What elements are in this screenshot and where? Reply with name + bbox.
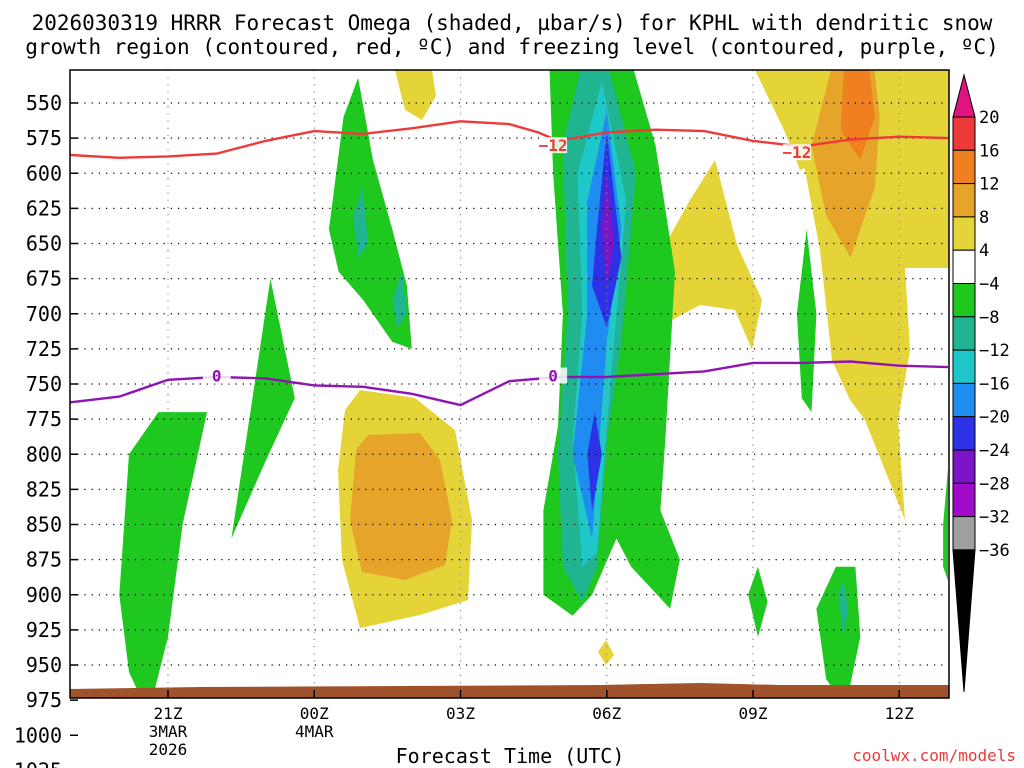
colorbar-under-triangle — [952, 549, 976, 693]
x-tick-label-12Z: 12Z — [885, 704, 914, 723]
colorbar-bin-10 — [952, 449, 976, 484]
contour-label-0-0: −12 — [539, 136, 568, 155]
colorbar-label-0: 20 — [979, 108, 999, 128]
colorbar-label-5: −4 — [979, 275, 999, 295]
omega-region-4-right-edge — [930, 70, 949, 150]
omega-region-8-low-center — [350, 433, 452, 580]
x-tick-label-09Z: 09Z — [739, 704, 768, 723]
chart-title-line2: growth region (contoured, red, ºC) and f… — [25, 35, 999, 59]
colorbar-bin-6 — [952, 316, 976, 351]
y-tick-label-950: 950 — [26, 653, 62, 677]
colorbar-label-7: −12 — [979, 341, 1010, 361]
omega-region--28-12 — [601, 173, 615, 286]
colorbar-label-6: −8 — [979, 308, 999, 328]
contour-label-1-0: 0 — [212, 367, 222, 386]
y-tick-label-1000: 1000 — [14, 723, 62, 747]
omega-regions — [119, 70, 948, 698]
x-tick-sublabel-00Z: 4MAR — [295, 722, 334, 741]
y-tick-label-650: 650 — [26, 232, 62, 256]
contour-lines: −12 −12 0 0 — [70, 120, 949, 407]
y-tick-label-850: 850 — [26, 513, 62, 537]
x-tick-label-03Z: 03Z — [446, 704, 475, 723]
colorbar-bin-0 — [952, 116, 976, 151]
y-tick-label-675: 675 — [26, 267, 62, 291]
colorbar-over-triangle — [952, 73, 976, 118]
y-tick-label-625: 625 — [26, 196, 62, 220]
colorbar-bin-12 — [952, 516, 976, 551]
grid — [70, 70, 949, 698]
x-axis-label: Forecast Time (UTC) — [396, 744, 625, 768]
y-tick-label-575: 575 — [26, 126, 62, 150]
x-tick-label-06Z: 06Z — [592, 704, 621, 723]
colorbar-label-10: −24 — [979, 441, 1010, 461]
y-tick-label-825: 825 — [26, 477, 62, 501]
colorbar-label-3: 8 — [979, 208, 989, 228]
y-tick-label-900: 900 — [26, 583, 62, 607]
omega-region--8-17 — [748, 566, 768, 637]
y-tick-label-1025: 1025 — [14, 758, 62, 768]
contour-label-bg-1-1 — [539, 367, 568, 384]
colorbar-label-2: 12 — [979, 175, 999, 195]
y-tick-label-600: 600 — [26, 161, 62, 185]
colorbar-bin-8 — [952, 382, 976, 418]
omega-region-4-tiny-low — [598, 640, 614, 665]
contour-label-bg-1-0 — [202, 367, 231, 384]
colorbar-label-13: −36 — [979, 541, 1010, 561]
contour-label-bg-0-1 — [782, 144, 811, 161]
colorbar-bin-2 — [952, 183, 976, 218]
colorbar-bin-1 — [952, 149, 976, 185]
terrain-ground — [70, 683, 949, 698]
y-tick-label-725: 725 — [26, 337, 62, 361]
colorbar-label-4: 4 — [979, 241, 989, 261]
colorbar: 20 16 12 8 4 −4 −8 −12 −16 −20 −24 −28 −32 −36 — [952, 73, 1010, 693]
omega-region--8-14 — [796, 229, 817, 413]
colorbar-label-11: −28 — [979, 474, 1010, 494]
colorbar-bin-9 — [952, 416, 976, 451]
colorbar-bin-7 — [952, 349, 976, 384]
x-tick-label-21Z: 21Z — [154, 704, 183, 723]
omega-region--8-2 — [231, 278, 295, 539]
credit-text: coolwx.com/models — [852, 746, 1016, 765]
y-tick-label-775: 775 — [26, 407, 62, 431]
colorbar-label-9: −20 — [979, 408, 1010, 428]
chart-title-line1: 2026030319 HRRR Forecast Omega (shaded, … — [32, 11, 993, 35]
omega-region-4-mid-right — [648, 160, 762, 350]
contour-label-bg-0-0 — [539, 137, 568, 154]
y-tick-label-700: 700 — [26, 302, 62, 326]
omega-region--8-18 — [943, 468, 948, 581]
y-tick-label-975: 975 — [26, 688, 62, 712]
colorbar-bin-4 — [952, 249, 976, 284]
y-tick-label-750: 750 — [26, 372, 62, 396]
omega-region--8-15 — [816, 566, 861, 698]
y-tick-label-925: 925 — [26, 618, 62, 642]
colorbar-bin-5 — [952, 283, 976, 318]
colorbar-label-8: −16 — [979, 374, 1010, 394]
y-tick-label-550: 550 — [26, 91, 62, 115]
colorbar-label-1: 16 — [979, 141, 999, 161]
plot-area: −12 −12 0 0 — [69, 69, 950, 699]
x-tick-label-00Z: 00Z — [300, 704, 329, 723]
omega-region-4-upper-left — [395, 70, 436, 120]
x-tick-sublabel2-21Z: 2026 — [149, 740, 188, 759]
colorbar-label-12: −32 — [979, 508, 1010, 528]
omega-region--12-5 — [353, 187, 368, 258]
y-axis-ticks: 550 575 600 625 650 675 700 725 750 775 800 825 850 8… — [14, 91, 78, 768]
omega-region--8-4 — [328, 77, 412, 349]
colorbar-bin-3 — [952, 216, 976, 251]
omega-region-12-1 — [840, 70, 875, 160]
contour-label-1-1: 0 — [548, 367, 558, 386]
omega-region--12-6 — [392, 271, 407, 328]
contour-label-0-1: −12 — [782, 143, 811, 162]
x-tick-sublabel-21Z: 3MAR — [149, 722, 188, 741]
omega-region--8-3 — [119, 412, 207, 698]
y-tick-label-875: 875 — [26, 548, 62, 572]
omega-region--24-13 — [587, 412, 602, 511]
colorbar-bin-11 — [952, 482, 976, 518]
y-tick-label-800: 800 — [26, 442, 62, 466]
